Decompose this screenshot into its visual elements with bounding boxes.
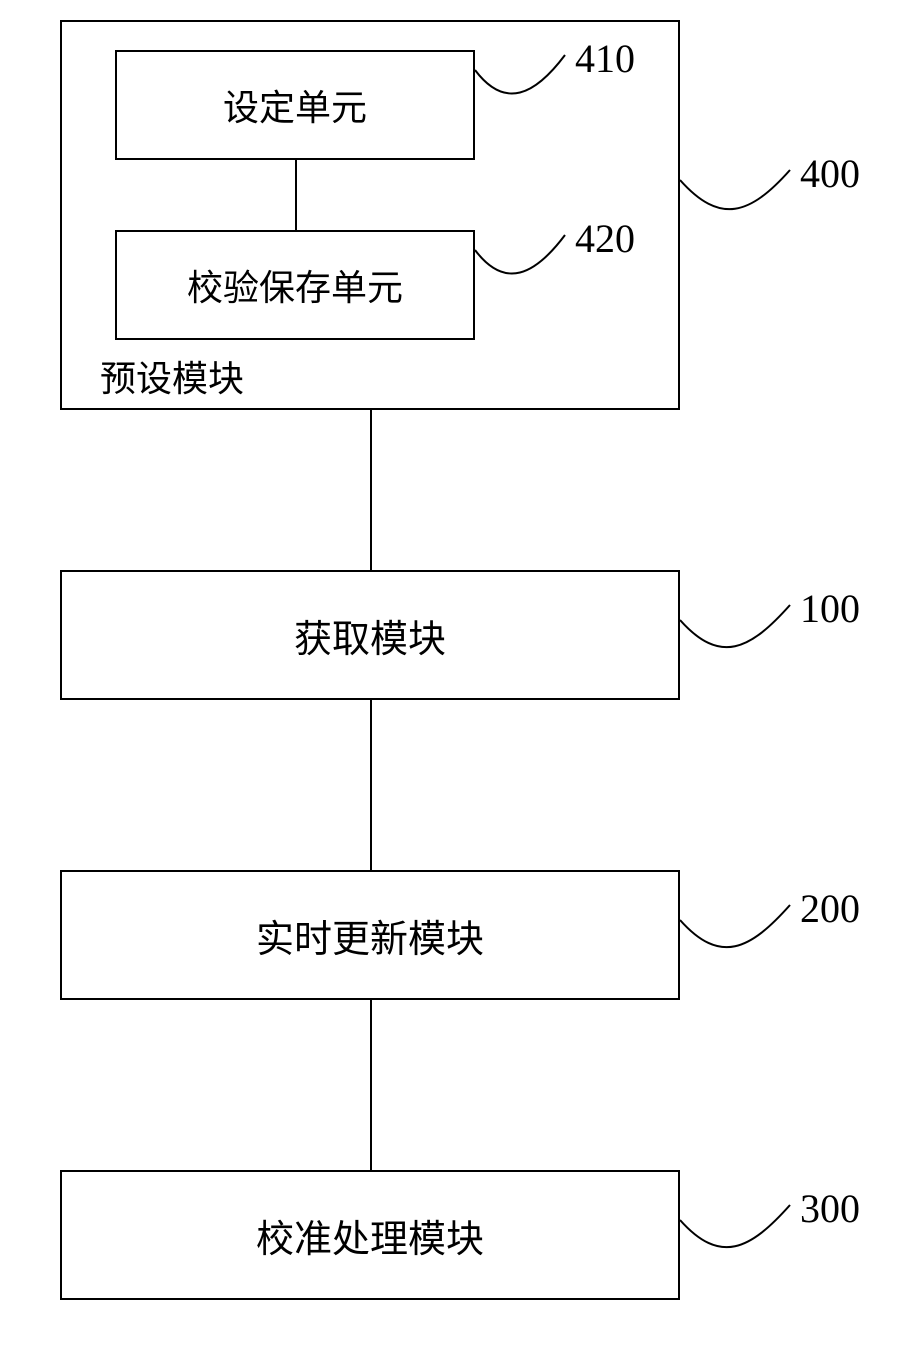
edge-acquire_module-realtime_update_module xyxy=(370,700,372,870)
edge-preset_module-acquire_module xyxy=(370,410,372,570)
leader-calibration_module xyxy=(0,0,914,1353)
edge-realtime_update_module-calibration_module xyxy=(370,1000,372,1170)
flowchart-canvas: 预设模块400设定单元410校验保存单元420获取模块100实时更新模块200校… xyxy=(0,0,914,1353)
edge-setting_unit-verify_save_unit xyxy=(295,160,297,230)
ref-calibration_module: 300 xyxy=(800,1185,860,1232)
